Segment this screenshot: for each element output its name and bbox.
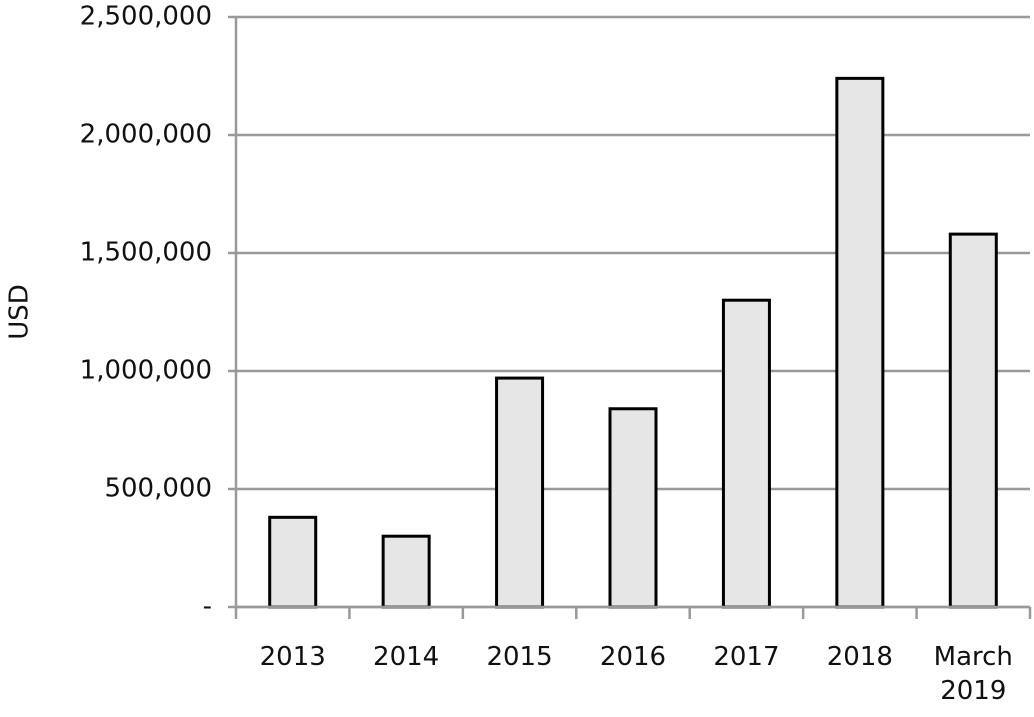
y-axis-label: USD bbox=[5, 284, 35, 340]
y-tick-label: 2,500,000 bbox=[80, 2, 212, 32]
x-tick-label: March 2019 bbox=[933, 642, 1013, 706]
x-tick-label: 2018 bbox=[826, 642, 893, 672]
x-tick-label: 2017 bbox=[713, 642, 780, 672]
bar bbox=[495, 376, 545, 609]
bar bbox=[381, 534, 431, 609]
bar bbox=[835, 76, 885, 609]
y-tick-label: - bbox=[203, 592, 212, 622]
bar bbox=[948, 232, 998, 609]
x-tick-label: 2013 bbox=[259, 642, 326, 672]
y-tick-label: 2,000,000 bbox=[80, 120, 212, 150]
bar bbox=[268, 515, 318, 609]
x-tick-label: 2014 bbox=[373, 642, 440, 672]
bar bbox=[721, 298, 771, 609]
x-tick-label: 2016 bbox=[599, 642, 667, 672]
y-tick-label: 1,500,000 bbox=[80, 238, 212, 268]
bar bbox=[608, 407, 658, 609]
y-tick-label: 500,000 bbox=[104, 474, 212, 504]
x-tick-label: 2015 bbox=[486, 642, 553, 672]
y-tick-label: 1,000,000 bbox=[80, 356, 212, 386]
